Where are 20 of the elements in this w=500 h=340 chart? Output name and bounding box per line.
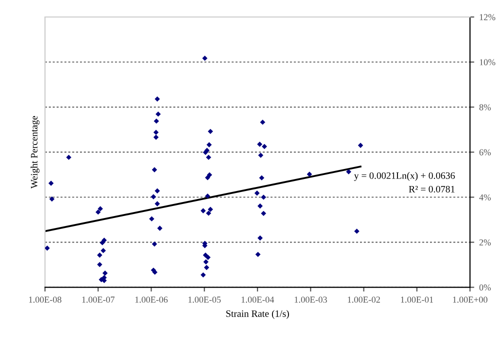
y-tick-label: 2%	[479, 239, 491, 246]
x-tick-label: 1.00E-02	[348, 296, 380, 303]
x-tick-label: 1.00E-07	[82, 296, 115, 303]
x-tick-label: 1.00E-05	[188, 296, 221, 303]
y-tick-label: 4%	[479, 194, 491, 200]
y-tick-label: 6%	[479, 149, 491, 156]
x-tick-label: 1.00E-03	[294, 296, 327, 303]
y-axis-title: Weight Percentage	[30, 116, 40, 189]
y-tick-label: 12%	[480, 14, 496, 20]
x-axis-title: Strain Rate (1/s)	[226, 310, 289, 319]
x-tick-label: 1.00E-08	[29, 296, 62, 303]
x-tick-label: 1.00E-06	[135, 296, 168, 303]
y-tick-label: 0%	[479, 284, 491, 291]
x-tick-label: 1.00E+00	[453, 296, 488, 303]
y-tick-label: 10%	[480, 59, 496, 66]
x-tick-label: 1.00E-01	[400, 296, 434, 303]
x-tick-label: 1.00E-04	[242, 296, 274, 303]
y-tick-label: 8%	[479, 104, 491, 110]
annotation: y = 0.0021Ln(x) + 0.0636	[354, 172, 455, 181]
annotation: R² = 0.0781	[408, 186, 455, 192]
